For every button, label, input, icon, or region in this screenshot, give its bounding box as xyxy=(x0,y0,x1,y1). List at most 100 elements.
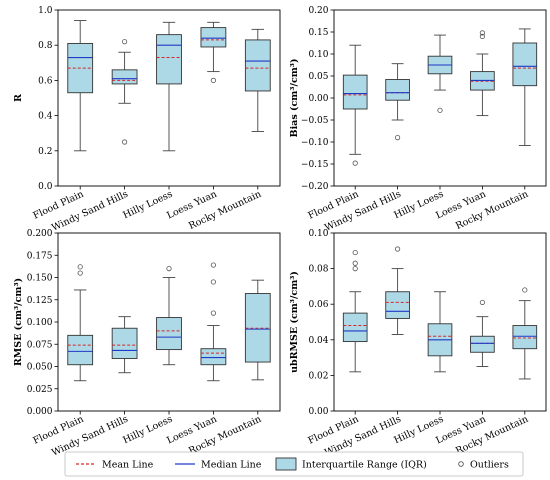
iqr-box xyxy=(156,317,182,351)
y-tick-label: 0.2 xyxy=(38,147,52,157)
y-tick-label: −0.15 xyxy=(301,160,329,170)
box-loess-yuan xyxy=(200,262,227,382)
legend: Mean Line Median Line Interquartile Rang… xyxy=(64,451,524,477)
panel-2: −0.20 −0.15 −0.10 −0.05 0.00 0.05 0.10 0.15 0.20… xyxy=(289,6,547,234)
outlier-point xyxy=(352,249,358,256)
y-tick-label: 0.08 xyxy=(308,265,328,275)
outlier-point xyxy=(122,39,128,45)
outlier-point xyxy=(122,139,128,145)
box-rocky-mountain xyxy=(244,279,271,381)
x-tick-label: Windy Sand Hills xyxy=(323,189,403,234)
x-tick-label: Windy Sand Hills xyxy=(50,189,130,234)
x-tick-label: Hilly Loess xyxy=(121,414,174,446)
outlier-point xyxy=(166,265,172,272)
box-windy-sand-hills xyxy=(385,63,410,141)
outlier-point xyxy=(479,299,485,306)
box-loess-yuan xyxy=(200,21,227,84)
y-tick-label: −0.05 xyxy=(301,116,329,126)
box-rocky-mountain xyxy=(244,28,271,132)
y-tick-label: 0.175 xyxy=(27,251,53,261)
legend-mean-label: Mean Line xyxy=(102,460,154,471)
y-tick-label: 0.10 xyxy=(308,229,328,239)
y-tick-label: 0.6 xyxy=(38,76,53,86)
outlier-point xyxy=(522,287,528,293)
y-tick-label: 0.100 xyxy=(27,318,53,328)
y-tick-label: 0.00 xyxy=(308,407,328,417)
box-hilly-loess xyxy=(156,21,182,152)
iqr-box xyxy=(385,291,410,319)
y-tick-label: 0.150 xyxy=(27,274,53,284)
box-flood-plain xyxy=(342,249,368,373)
y-tick-label: 0.8 xyxy=(38,41,53,51)
y-tick-label: 0.10 xyxy=(308,50,328,60)
x-tick-label: Hilly Loess xyxy=(121,189,174,221)
box-flood-plain xyxy=(67,20,94,152)
y-tick-label: −0.20 xyxy=(301,182,329,192)
legend-median-label: Median Line xyxy=(201,460,262,471)
box-flood-plain xyxy=(342,44,368,166)
box-hilly-loess xyxy=(156,265,182,366)
outlier-point xyxy=(210,262,216,268)
outlier-point xyxy=(210,310,216,316)
outlier-point xyxy=(352,265,358,272)
y-tick-label: 0.06 xyxy=(308,300,328,310)
outlier-point xyxy=(479,30,485,36)
outlier-point xyxy=(210,77,216,84)
y-axis-label: ubRMSE (cm³/cm³) xyxy=(289,271,300,373)
iqr-box xyxy=(470,335,495,353)
y-tick-label: 1.0 xyxy=(38,6,53,16)
box-loess-yuan xyxy=(470,299,495,367)
y-tick-label: 0.05 xyxy=(308,72,328,82)
iqr-box xyxy=(200,27,227,48)
box-hilly-loess xyxy=(427,291,453,373)
legend-iqr-swatch xyxy=(275,457,297,471)
y-axis-label: RMSE (cm³/cm³) xyxy=(13,278,24,366)
iqr-box xyxy=(67,334,94,366)
box-rocky-mountain xyxy=(512,28,538,146)
iqr-box xyxy=(512,325,538,350)
outlier-point xyxy=(77,264,83,270)
legend-iqr-label: Interquartile Range (IQR) xyxy=(302,460,427,471)
y-axis-label: Bias (cm³/cm³) xyxy=(289,59,300,138)
legend-outlier-swatch xyxy=(458,461,464,467)
iqr-box xyxy=(111,69,138,85)
y-tick-label: 0.0 xyxy=(38,182,53,192)
y-tick-label: 0.125 xyxy=(27,296,53,306)
panel-4: 0.00 0.02 0.04 0.06 0.08 0.10 ubRMSE (cm³/cm³)… xyxy=(289,229,547,459)
iqr-box xyxy=(156,34,182,85)
box-flood-plain xyxy=(67,264,94,382)
y-tick-label: 0.200 xyxy=(27,229,53,239)
outlier-point xyxy=(394,135,401,141)
y-tick-label: 0.050 xyxy=(27,363,53,373)
y-axis-label: R xyxy=(13,94,24,102)
outlier-point xyxy=(437,107,443,113)
y-tick-label: 0.04 xyxy=(308,336,328,346)
box-windy-sand-hills xyxy=(385,246,410,335)
y-tick-label: 0.15 xyxy=(308,28,328,38)
box-loess-yuan xyxy=(470,30,495,117)
x-tick-label: Rocky Mountain xyxy=(454,189,530,232)
legend-outlier-label: Outliers xyxy=(470,460,509,471)
box-windy-sand-hills xyxy=(111,39,138,145)
box-hilly-loess xyxy=(427,34,453,113)
y-tick-label: 0.00 xyxy=(308,94,328,104)
y-tick-label: 0.20 xyxy=(308,6,328,16)
iqr-box xyxy=(200,348,227,366)
box-rocky-mountain xyxy=(512,287,538,380)
iqr-box xyxy=(111,327,138,359)
iqr-box xyxy=(342,74,368,110)
iqr-box xyxy=(244,39,271,92)
y-tick-label: 0.025 xyxy=(27,385,53,395)
y-tick-label: 0.075 xyxy=(27,340,53,350)
y-tick-label: 0.4 xyxy=(38,112,53,122)
outlier-point xyxy=(77,270,83,276)
iqr-box xyxy=(385,79,410,101)
iqr-box xyxy=(342,312,368,343)
x-tick-label: Rocky Mountain xyxy=(454,414,530,457)
box-windy-sand-hills xyxy=(111,316,138,374)
outlier-point xyxy=(352,260,358,266)
y-tick-label: 0.02 xyxy=(308,371,328,381)
